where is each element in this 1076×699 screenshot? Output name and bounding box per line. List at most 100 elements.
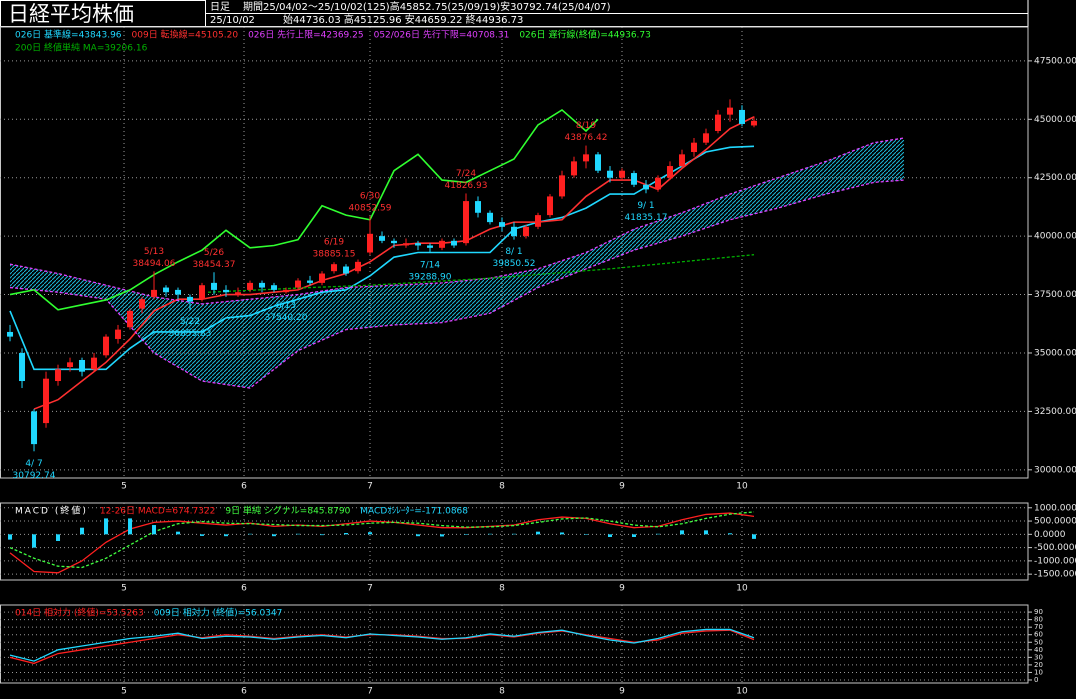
indicator-line [9,145,755,371]
candle-body [391,240,398,244]
candle-body [726,107,733,115]
annotation-date: 5/26 [204,248,224,258]
legend-entry: 009日 転換線=45105.20 [132,29,239,41]
annotation-price: 37540.20 [265,313,308,323]
annotation-date: 6/30 [360,192,380,202]
candle-body [630,173,637,185]
annotation-date: 9/ 1 [637,201,654,211]
candle-body [475,201,482,213]
date: 25/10/02 [210,15,255,26]
candle-body [367,233,374,253]
candle-body [151,289,158,297]
candle-body [594,154,601,171]
candle-body [19,352,26,382]
candle-body [283,289,290,293]
y-tick-label: 20 [1034,661,1043,669]
oscillator-bar [464,534,469,535]
oscillator-bar [703,530,708,535]
candle-body [31,411,38,445]
candle-body [259,282,266,288]
annotation-price: 30792.74 [13,471,56,481]
candle-body [678,154,685,167]
candle-body [415,243,422,246]
legend-entry: 026日 遅行線(終値)=44936.73 [519,29,651,41]
candle-body [511,226,517,237]
annotation-date: 8/19 [576,121,596,131]
legend-entry: MACDｵｼﾚｰﾀｰ=-171.0868 [360,506,468,517]
candle-body [67,362,74,368]
x-tick-label: 5 [121,687,127,697]
annotation-date: 8/ 1 [505,247,522,257]
annotation-price: 39850.52 [493,259,536,269]
y-tick-label: -1500.0000 [1034,570,1076,580]
annotation-date: 6/19 [324,238,344,248]
oscillator-bar [272,534,277,537]
cloud-span-line [9,137,905,305]
candle-body [451,240,458,246]
x-tick-label: 10 [736,687,748,697]
annotation-price: 39288.90 [409,272,452,282]
oscillator-bar [679,530,684,535]
y-tick-label: 60 [1034,631,1043,639]
candle-body [343,266,350,274]
x-tick-label: 6 [241,584,247,594]
oscillator-bar [727,533,732,535]
period-label: 日足 [210,1,230,13]
oscillator-bar [512,533,516,535]
candle-body [546,196,553,216]
candle-body [103,336,110,356]
candle-body [606,170,613,178]
oscillator-bar [8,534,13,540]
oscillator-bar [440,534,445,537]
x-tick-label: 10 [736,584,748,594]
annotation-date: 5/13 [144,247,164,257]
oscillator-bar [583,534,588,535]
candle-body [642,184,649,190]
x-tick-label: 6 [241,482,247,492]
candle-body [499,222,506,227]
annotation-price: 43876.42 [565,133,608,143]
x-tick-label: 8 [499,482,505,492]
x-tick-label: 8 [499,687,505,697]
panel-frame [0,26,1029,479]
candle-body [319,273,326,283]
candle-body [690,142,697,153]
candle-body [702,133,709,143]
candle-body [55,369,62,382]
x-tick-label: 8 [499,584,505,594]
candle-body [654,177,661,190]
legend-entry: 009日 相対力 (終値)=56.0347 [154,607,283,619]
y-tick-label: 37500.00 [1034,290,1076,300]
candle-body [295,280,302,288]
annotation-price: 36855.83 [169,329,212,339]
candle-body [463,201,470,244]
candle-body [439,240,446,248]
legend-entry: 014日 相対力 (終値)=53.5263 [15,607,144,619]
oscillator-bar [416,534,421,537]
y-tick-label: 40 [1034,646,1043,654]
oscillator-bar [128,518,133,535]
x-tick-label: 9 [619,584,625,594]
x-tick-label: 5 [121,482,127,492]
candle-body [7,331,14,337]
annotation-price: 38454.37 [193,260,236,270]
panel-frame [0,604,1029,684]
candle-body [427,245,434,248]
candle-body [43,378,50,424]
candle-body [307,280,314,283]
candle-body [403,243,410,246]
annotation-date: 7/24 [456,169,476,179]
y-tick-label: 10 [1034,668,1043,676]
candle-body [618,170,625,178]
indicator-line [9,628,755,662]
y-tick-label: 45000.00 [1034,115,1076,125]
annotation-price: 41835.17 [625,213,668,223]
x-tick-label: 10 [736,482,748,492]
period: 期間25/04/02～25/10/02(125)高45852.75(25/09/… [243,0,611,13]
cloud [10,137,904,389]
oscillator-bar [80,527,85,535]
ohlc: 始44736.03 高45125.96 安44659.22 終44936.73 [283,13,523,26]
panel-title: MACD (終値) [15,505,88,517]
candle-body [139,299,146,309]
